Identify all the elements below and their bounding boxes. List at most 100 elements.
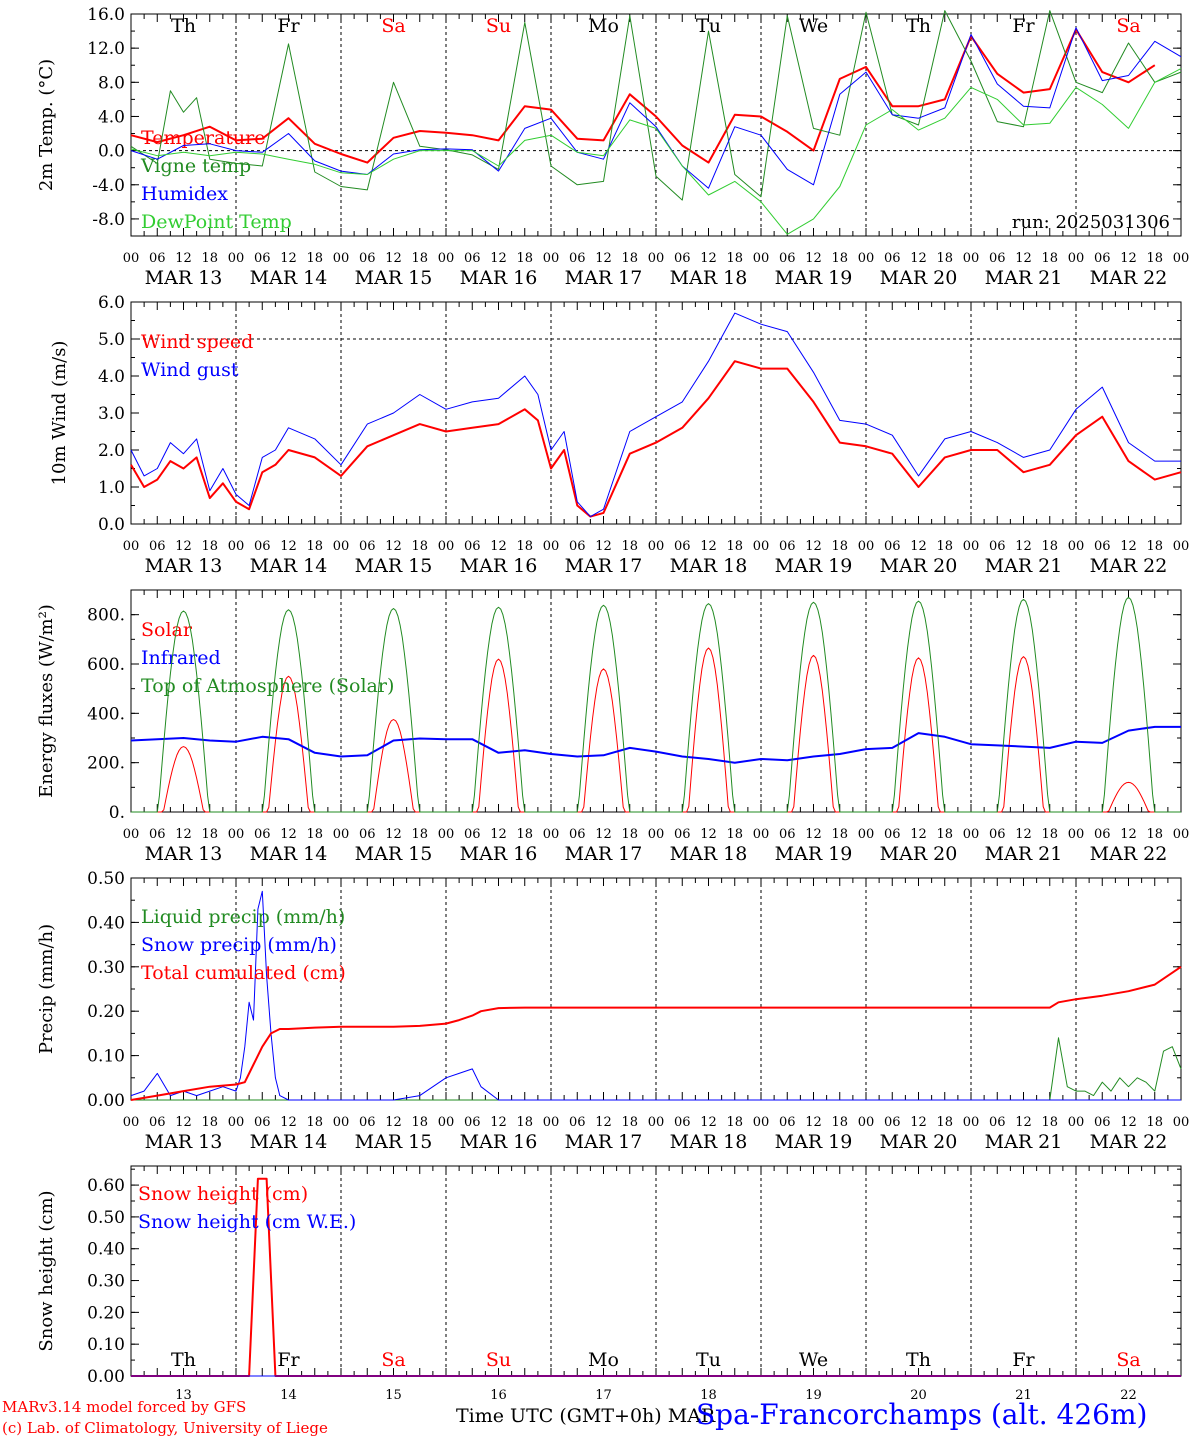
hour-tick-label: 00	[753, 827, 770, 842]
hour-tick-label: 12	[175, 827, 192, 842]
y-axis-label: Energy fluxes (W/m²)	[36, 604, 57, 798]
date-label: MAR 21	[985, 267, 1063, 289]
y-tick-label: 0.30	[87, 1272, 125, 1292]
hour-tick-label: 06	[884, 539, 901, 554]
day-number-label: 19	[805, 1388, 822, 1403]
y-tick-label: 400.	[87, 704, 125, 724]
y-tick-label: 2.0	[98, 441, 125, 461]
date-label: MAR 17	[565, 1131, 643, 1153]
y-tick-label: 0.40	[87, 913, 125, 933]
y-axis-label: 10m Wind (m/s)	[49, 341, 70, 486]
hour-tick-label: 00	[858, 1115, 875, 1130]
hour-tick-label: 12	[595, 1115, 612, 1130]
hour-tick-label: 18	[726, 539, 743, 554]
x-axis-title: Time UTC (GMT+0h) MAR	[456, 1405, 715, 1427]
hour-tick-label: 00	[753, 251, 770, 266]
series-line-infrared	[130, 725, 1181, 764]
hour-tick-label: 06	[569, 1115, 586, 1130]
series-line-temperature	[130, 28, 1156, 164]
weekday-label: Fr	[277, 1349, 300, 1371]
hour-tick-label: 18	[936, 251, 953, 266]
legend-entry: Liquid precip (mm/h)	[141, 906, 345, 928]
weekday-label: Su	[486, 15, 511, 37]
date-label: MAR 22	[1090, 1131, 1168, 1153]
date-label: MAR 13	[145, 267, 223, 289]
date-label: MAR 16	[460, 843, 538, 865]
hour-tick-label: 12	[175, 1115, 192, 1130]
hour-tick-label: 12	[385, 251, 402, 266]
run-annotation: run: 2025031306	[1012, 212, 1170, 233]
hour-tick-label: 18	[306, 539, 323, 554]
date-label: MAR 14	[250, 843, 328, 865]
credit-line-2: (c) Lab. of Climatology, University of L…	[2, 1419, 328, 1437]
hour-tick-label: 00	[1173, 251, 1190, 266]
hour-tick-label: 06	[1094, 1115, 1111, 1130]
hour-tick-label: 06	[674, 539, 691, 554]
hour-tick-label: 00	[1173, 1115, 1190, 1130]
hour-tick-label: 12	[280, 1115, 297, 1130]
hour-tick-label: 00	[333, 251, 350, 266]
hour-tick-label: 06	[149, 1115, 166, 1130]
legend-entry: Wind speed	[141, 331, 253, 353]
hour-tick-label: 18	[726, 1115, 743, 1130]
legend-entry: Total cumulated (cm)	[141, 962, 346, 984]
hour-tick-label: 00	[438, 251, 455, 266]
hour-tick-label: 06	[884, 827, 901, 842]
hour-tick-label: 00	[123, 827, 140, 842]
hour-tick-label: 06	[779, 539, 796, 554]
hour-tick-label: 18	[306, 251, 323, 266]
day-number-label: 16	[490, 1388, 507, 1403]
date-label: MAR 14	[250, 267, 328, 289]
y-tick-label: 0.10	[87, 1047, 125, 1067]
hour-tick-label: 12	[280, 539, 297, 554]
day-number-label: 21	[1015, 1388, 1032, 1403]
date-label: MAR 18	[670, 843, 748, 865]
hour-tick-label: 18	[306, 827, 323, 842]
hour-tick-label: 00	[438, 827, 455, 842]
hour-tick-label: 18	[411, 1115, 428, 1130]
hour-tick-label: 12	[910, 251, 927, 266]
hour-tick-label: 00	[1068, 1115, 1085, 1130]
hour-tick-label: 06	[779, 1115, 796, 1130]
station-title: Spa-Francorchamps (alt. 426m)	[696, 1398, 1148, 1431]
hour-tick-label: 18	[411, 539, 428, 554]
weekday-label: Sa	[381, 1349, 405, 1371]
series-line-dewpoint-temp	[130, 68, 1182, 235]
hour-tick-label: 06	[674, 827, 691, 842]
date-label: MAR 15	[355, 267, 433, 289]
y-tick-label: 0.0	[98, 515, 125, 535]
hour-tick-label: 18	[411, 251, 428, 266]
date-label: MAR 19	[775, 843, 853, 865]
hour-tick-label: 18	[1041, 827, 1058, 842]
y-tick-label: 12.0	[87, 39, 125, 59]
hour-tick-label: 00	[123, 251, 140, 266]
hour-tick-label: 18	[936, 827, 953, 842]
hour-tick-label: 06	[149, 539, 166, 554]
series-line-humidex	[130, 27, 1182, 189]
hour-tick-label: 06	[464, 827, 481, 842]
date-label: MAR 18	[670, 1131, 748, 1153]
hour-tick-label: 18	[516, 1115, 533, 1130]
hour-tick-label: 00	[438, 539, 455, 554]
date-label: MAR 13	[145, 1131, 223, 1153]
hour-tick-label: 12	[490, 251, 507, 266]
weekday-label: Sa	[1116, 15, 1140, 37]
series-line-snow-precip-mm-h-	[130, 890, 1181, 1101]
hour-tick-label: 12	[1015, 251, 1032, 266]
hour-tick-label: 18	[936, 539, 953, 554]
series-line-vigne-temp	[130, 10, 1182, 201]
weekday-label: Fr	[1012, 1349, 1035, 1371]
hour-tick-label: 18	[306, 1115, 323, 1130]
hour-tick-label: 06	[359, 251, 376, 266]
hour-tick-label: 00	[1173, 827, 1190, 842]
hour-tick-label: 06	[779, 251, 796, 266]
hour-tick-label: 00	[543, 827, 560, 842]
legend-entry: DewPoint Temp	[141, 211, 292, 233]
weekday-label: Th	[906, 15, 931, 37]
hour-tick-label: 06	[989, 251, 1006, 266]
hour-tick-label: 00	[963, 251, 980, 266]
hour-tick-label: 18	[1041, 539, 1058, 554]
series-line-top-of-atmosphere-solar-	[131, 596, 1181, 813]
weekday-label: Tu	[696, 1349, 721, 1371]
